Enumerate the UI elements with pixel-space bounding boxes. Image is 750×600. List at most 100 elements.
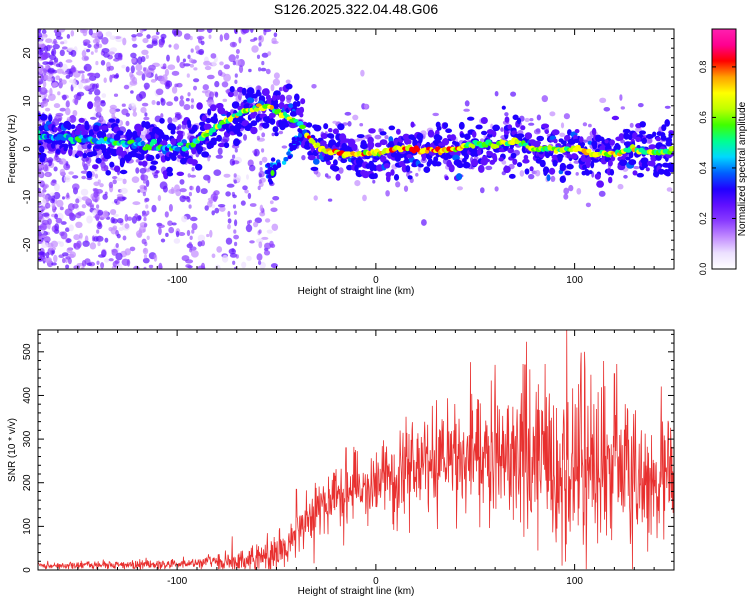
noise-blob	[141, 213, 148, 217]
noise-streak	[189, 35, 193, 41]
ridge-halo	[407, 175, 413, 180]
noise-streak	[187, 54, 191, 59]
noise-blob	[62, 252, 69, 257]
noise-blob	[111, 113, 116, 119]
noise-blob	[44, 64, 49, 70]
noise-blob	[261, 132, 266, 138]
ridge-halo	[335, 173, 341, 181]
ridge-halo	[292, 101, 298, 109]
ridge-halo	[492, 154, 498, 163]
ridge-halo	[393, 174, 400, 181]
noise-blob	[125, 120, 130, 127]
noise-blob	[219, 34, 223, 42]
noise-blob	[127, 216, 133, 221]
ridge-halo	[96, 131, 105, 139]
noise-blob	[81, 156, 90, 162]
ridge-halo	[445, 128, 452, 133]
ridge-halo	[320, 133, 328, 139]
colorbar-tick-label: 0.2	[698, 212, 708, 225]
ridge-halo	[566, 153, 572, 159]
noise-blob	[38, 171, 43, 178]
y-tick-label: -20	[22, 237, 33, 252]
noise-streak	[96, 229, 100, 234]
noise-streak	[142, 92, 146, 97]
ridge-halo	[184, 153, 189, 158]
noise-streak	[258, 67, 262, 72]
ridge-halo	[201, 151, 210, 158]
noise-blob	[38, 66, 43, 75]
noise-blob	[122, 37, 127, 46]
ridge-halo	[645, 167, 650, 172]
noise-blob	[82, 29, 88, 37]
noise-blob	[359, 123, 364, 127]
ridge-halo	[459, 133, 465, 138]
ridge-halo	[546, 174, 551, 182]
noise-blob	[72, 110, 78, 117]
ridge-halo	[579, 136, 584, 143]
noise-blob	[211, 210, 215, 216]
noise-blob	[153, 254, 158, 262]
ridge-halo	[104, 154, 112, 160]
noise-blob	[102, 193, 108, 200]
noise-blob	[63, 175, 71, 183]
ridge-halo	[591, 127, 597, 136]
noise-blob	[229, 253, 238, 258]
noise-blob	[45, 251, 50, 259]
noise-blob	[209, 229, 213, 238]
ridge-core	[38, 129, 41, 135]
noise-blob	[237, 92, 242, 101]
noise-blob	[60, 221, 67, 225]
noise-blob	[378, 128, 382, 133]
ridge-halo	[379, 139, 388, 146]
noise-blob	[86, 48, 91, 53]
noise-blob	[254, 150, 258, 157]
ridge-halo	[186, 119, 191, 126]
ridge-halo	[480, 117, 488, 124]
ridge-halo	[632, 170, 638, 176]
x-axis-label: Height of straight line (km)	[298, 586, 415, 597]
y-axis-label: SNR (10 * v/v)	[7, 418, 18, 482]
noise-blob	[179, 179, 185, 185]
noise-blob	[179, 99, 185, 107]
noise-blob	[39, 180, 45, 188]
noise-streak	[145, 204, 149, 209]
ridge-halo	[464, 133, 471, 140]
noise-blob	[104, 237, 109, 243]
ridge-halo	[306, 122, 313, 128]
ridge-halo	[587, 140, 593, 145]
noise-blob	[38, 80, 42, 85]
noise-blob	[206, 233, 210, 238]
noise-blob	[271, 132, 275, 137]
noise-blob	[158, 41, 164, 48]
noise-blob	[153, 174, 159, 179]
noise-streak	[94, 198, 98, 203]
noise-streak	[94, 48, 98, 53]
noise-blob	[250, 29, 254, 33]
y-tick-label: 0	[22, 567, 33, 573]
ridge-halo	[467, 116, 475, 121]
ridge-halo	[448, 164, 455, 173]
colorbar-tick-label: 0.6	[698, 111, 708, 124]
ridge-halo	[274, 132, 279, 137]
noise-blob	[191, 223, 198, 231]
ridge-halo	[410, 121, 415, 128]
ridge-halo	[141, 160, 148, 167]
noise-blob	[395, 181, 401, 188]
noise-blob	[77, 70, 85, 74]
noise-blob	[196, 35, 205, 40]
noise-blob	[144, 112, 148, 117]
ridge-halo	[84, 120, 89, 128]
ridge-halo	[78, 117, 85, 123]
noise-blob	[60, 41, 65, 45]
noise-blob	[112, 176, 118, 180]
noise-blob	[124, 214, 129, 222]
noise-blob	[115, 177, 124, 181]
ridge-halo	[520, 125, 526, 131]
noise-blob	[234, 219, 238, 227]
x-axis-label: Height of straight line (km)	[298, 286, 415, 297]
noise-blob	[68, 52, 74, 55]
noise-blob	[588, 123, 592, 128]
noise-blob	[421, 219, 427, 226]
ridge-core	[150, 138, 157, 145]
